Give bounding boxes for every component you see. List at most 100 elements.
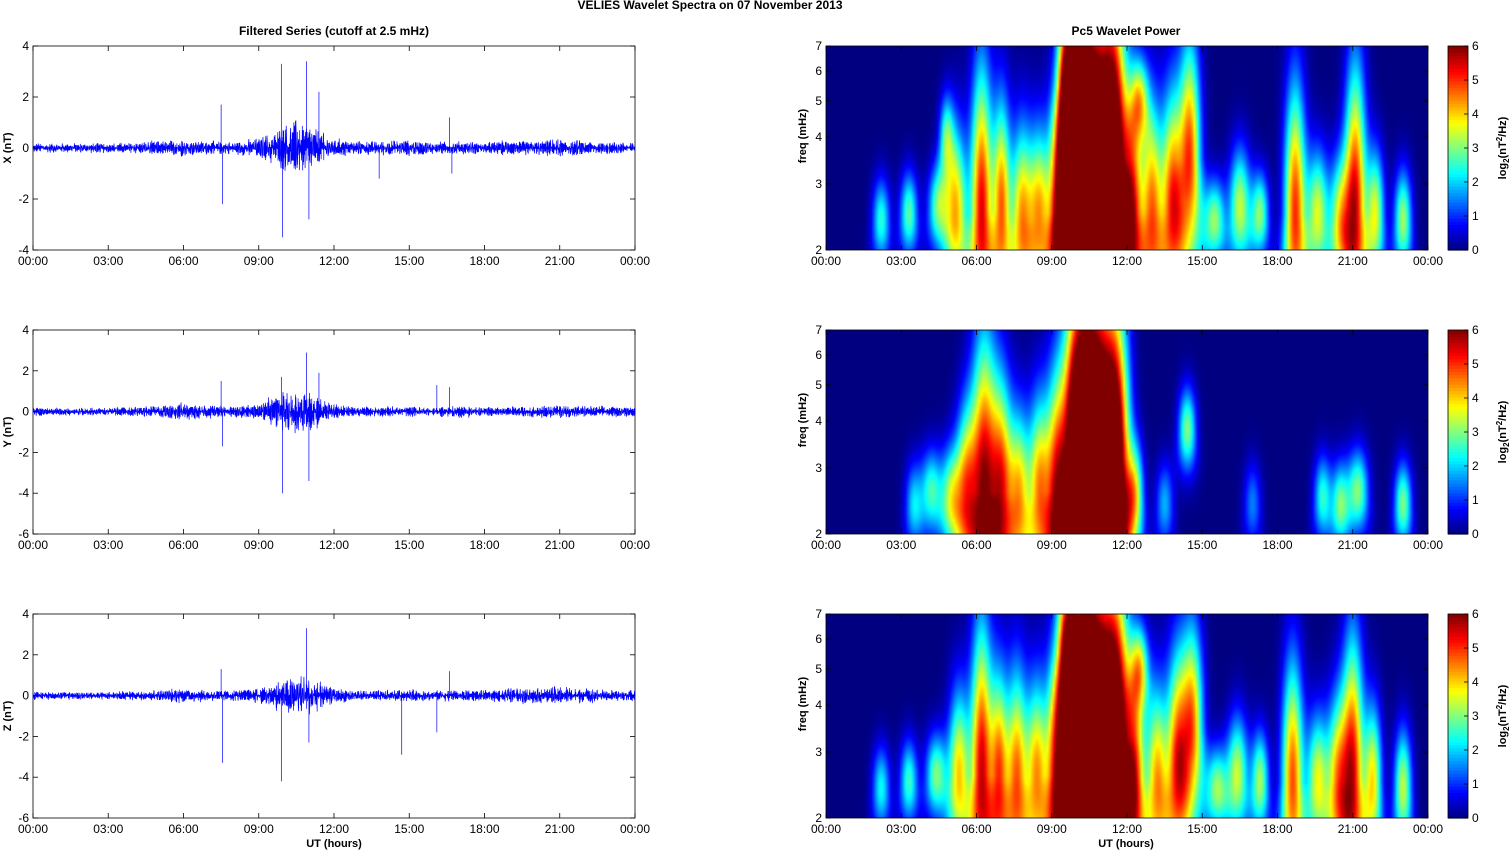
colorbar-step: [1448, 428, 1468, 433]
colorbar-step: [1448, 696, 1468, 701]
colorbar-tick-label: 4: [1472, 391, 1479, 405]
colorbar-step: [1448, 614, 1468, 618]
colorbar-step: [1448, 214, 1468, 219]
y-tick-label: 2: [815, 527, 822, 541]
colorbar-step: [1448, 747, 1468, 752]
colorbar-step: [1448, 237, 1468, 242]
colorbar-tick-label: 6: [1472, 607, 1479, 621]
colorbar-step: [1448, 808, 1468, 813]
y-tick-label: -6: [18, 527, 29, 541]
x-tick-label: 21:00: [1338, 822, 1368, 836]
colorbar-step: [1448, 412, 1468, 417]
colorbar-step: [1448, 776, 1468, 781]
colorbar-step: [1448, 530, 1468, 535]
colorbar-step: [1448, 384, 1468, 388]
colorbar-step: [1448, 377, 1468, 382]
colorbar-step: [1448, 798, 1468, 803]
colorbar-step: [1448, 227, 1468, 232]
colorbar-step: [1448, 620, 1468, 625]
colorbar-step: [1448, 435, 1468, 439]
x-tick-label: 12:00: [319, 822, 349, 836]
x-tick-label: 12:00: [1112, 822, 1142, 836]
x-tick-label: 21:00: [1338, 254, 1368, 268]
colorbar-step: [1448, 371, 1468, 376]
colorbar-step: [1448, 336, 1468, 341]
x-tick-label: 18:00: [469, 538, 499, 552]
colorbar-step: [1448, 716, 1468, 720]
x-tick-label: 00:00: [18, 254, 48, 268]
colorbar-step: [1448, 65, 1468, 69]
right-xlabel: UT (hours): [1098, 838, 1154, 850]
y-tick-label: 2: [22, 364, 29, 378]
left-xlabel: UT (hours): [306, 838, 362, 850]
colorbar-step: [1448, 84, 1468, 89]
x-tick-label: 03:00: [93, 822, 123, 836]
wavelet-panel-z: 2 3 4 5 6 7 00:00 03:00 06:00 09:00 12:00 15:00 18:0…: [797, 607, 1511, 836]
colorbar-step: [1448, 224, 1468, 229]
colorbar-step: [1448, 144, 1468, 149]
colorbar-step: [1448, 633, 1468, 637]
colorbar-step: [1448, 246, 1468, 251]
x-tick-label: 06:00: [961, 822, 991, 836]
colorbar-step: [1448, 451, 1468, 455]
x-tick-label: 00:00: [811, 538, 841, 552]
y-tick-label: -4: [18, 243, 29, 257]
series-line-z: [32, 676, 636, 715]
y-tick-label: 3: [815, 745, 822, 759]
colorbar-step: [1448, 119, 1468, 124]
colorbar-step: [1448, 365, 1468, 369]
x-tick-label: 06:00: [168, 822, 198, 836]
x-tick-label: 00:00: [1413, 538, 1443, 552]
colorbar-step: [1448, 674, 1468, 679]
x-tick-label: 21:00: [545, 538, 575, 552]
x-tick-label: 06:00: [961, 538, 991, 552]
colorbar-step: [1448, 751, 1468, 755]
colorbar-label: log2(nT2/Hz): [1495, 400, 1511, 463]
colorbar-step: [1448, 505, 1468, 510]
colorbar-step: [1448, 406, 1468, 411]
colorbar: 0 1 2 3 4 5 6 log2(nT2/Hz): [1447, 39, 1511, 257]
x-tick-label: 09:00: [1037, 538, 1067, 552]
y-tick-label: 4: [815, 698, 822, 712]
colorbar-step: [1448, 205, 1468, 210]
series-line-y: [32, 392, 636, 434]
wavelet-panel-x: 2 3 4 5 6 7 00:00 03:00 06:00 09:00 12:00 15:00 18:0…: [797, 39, 1511, 268]
y-tick-label: 7: [815, 607, 822, 621]
y-tick-label: -6: [18, 811, 29, 825]
colorbar: 0 1 2 3 4 5 6 log2(nT2/Hz): [1447, 607, 1511, 825]
colorbar-step: [1448, 240, 1468, 245]
colorbar-step: [1448, 709, 1468, 714]
axes-box: [32, 329, 636, 535]
colorbar-step: [1448, 738, 1468, 743]
series-line-x: [32, 120, 636, 171]
colorbar-tick-label: 6: [1472, 39, 1479, 53]
colorbar-step: [1448, 58, 1468, 63]
x-tick-label: 18:00: [1262, 254, 1292, 268]
colorbar-step: [1448, 381, 1468, 385]
left-column-title: Filtered Series (cutoff at 2.5 mHz): [239, 24, 429, 38]
freq-ylabel: freq (mHz): [797, 108, 809, 163]
colorbar-step: [1448, 409, 1468, 414]
colorbar-step: [1448, 355, 1468, 360]
y-tick-label: -2: [18, 729, 29, 743]
figure-title: VELIES Wavelet Spectra on 07 November 20…: [577, 0, 842, 12]
colorbar-step: [1448, 61, 1468, 66]
wavelet-panel-y: 2 3 4 5 6 7 00:00 03:00 06:00 09:00 12:00 15:00 18:0…: [797, 323, 1511, 552]
x-tick-label: 09:00: [244, 254, 274, 268]
colorbar-tick-label: 5: [1472, 357, 1479, 371]
colorbar-label: log2(nT2/Hz): [1495, 116, 1511, 179]
colorbar-tick-label: 6: [1472, 323, 1479, 337]
colorbar-step: [1448, 444, 1468, 449]
colorbar-step: [1448, 773, 1468, 778]
colorbar-step: [1448, 358, 1468, 363]
colorbar-step: [1448, 122, 1468, 127]
x-tick-label: 15:00: [1187, 538, 1217, 552]
colorbar-step: [1448, 330, 1468, 334]
y-tick-label: 0: [22, 689, 29, 703]
colorbar-step: [1448, 779, 1468, 784]
colorbar-step: [1448, 789, 1468, 794]
x-tick-label: 12:00: [319, 254, 349, 268]
colorbar-step: [1448, 116, 1468, 120]
colorbar-step: [1448, 754, 1468, 759]
